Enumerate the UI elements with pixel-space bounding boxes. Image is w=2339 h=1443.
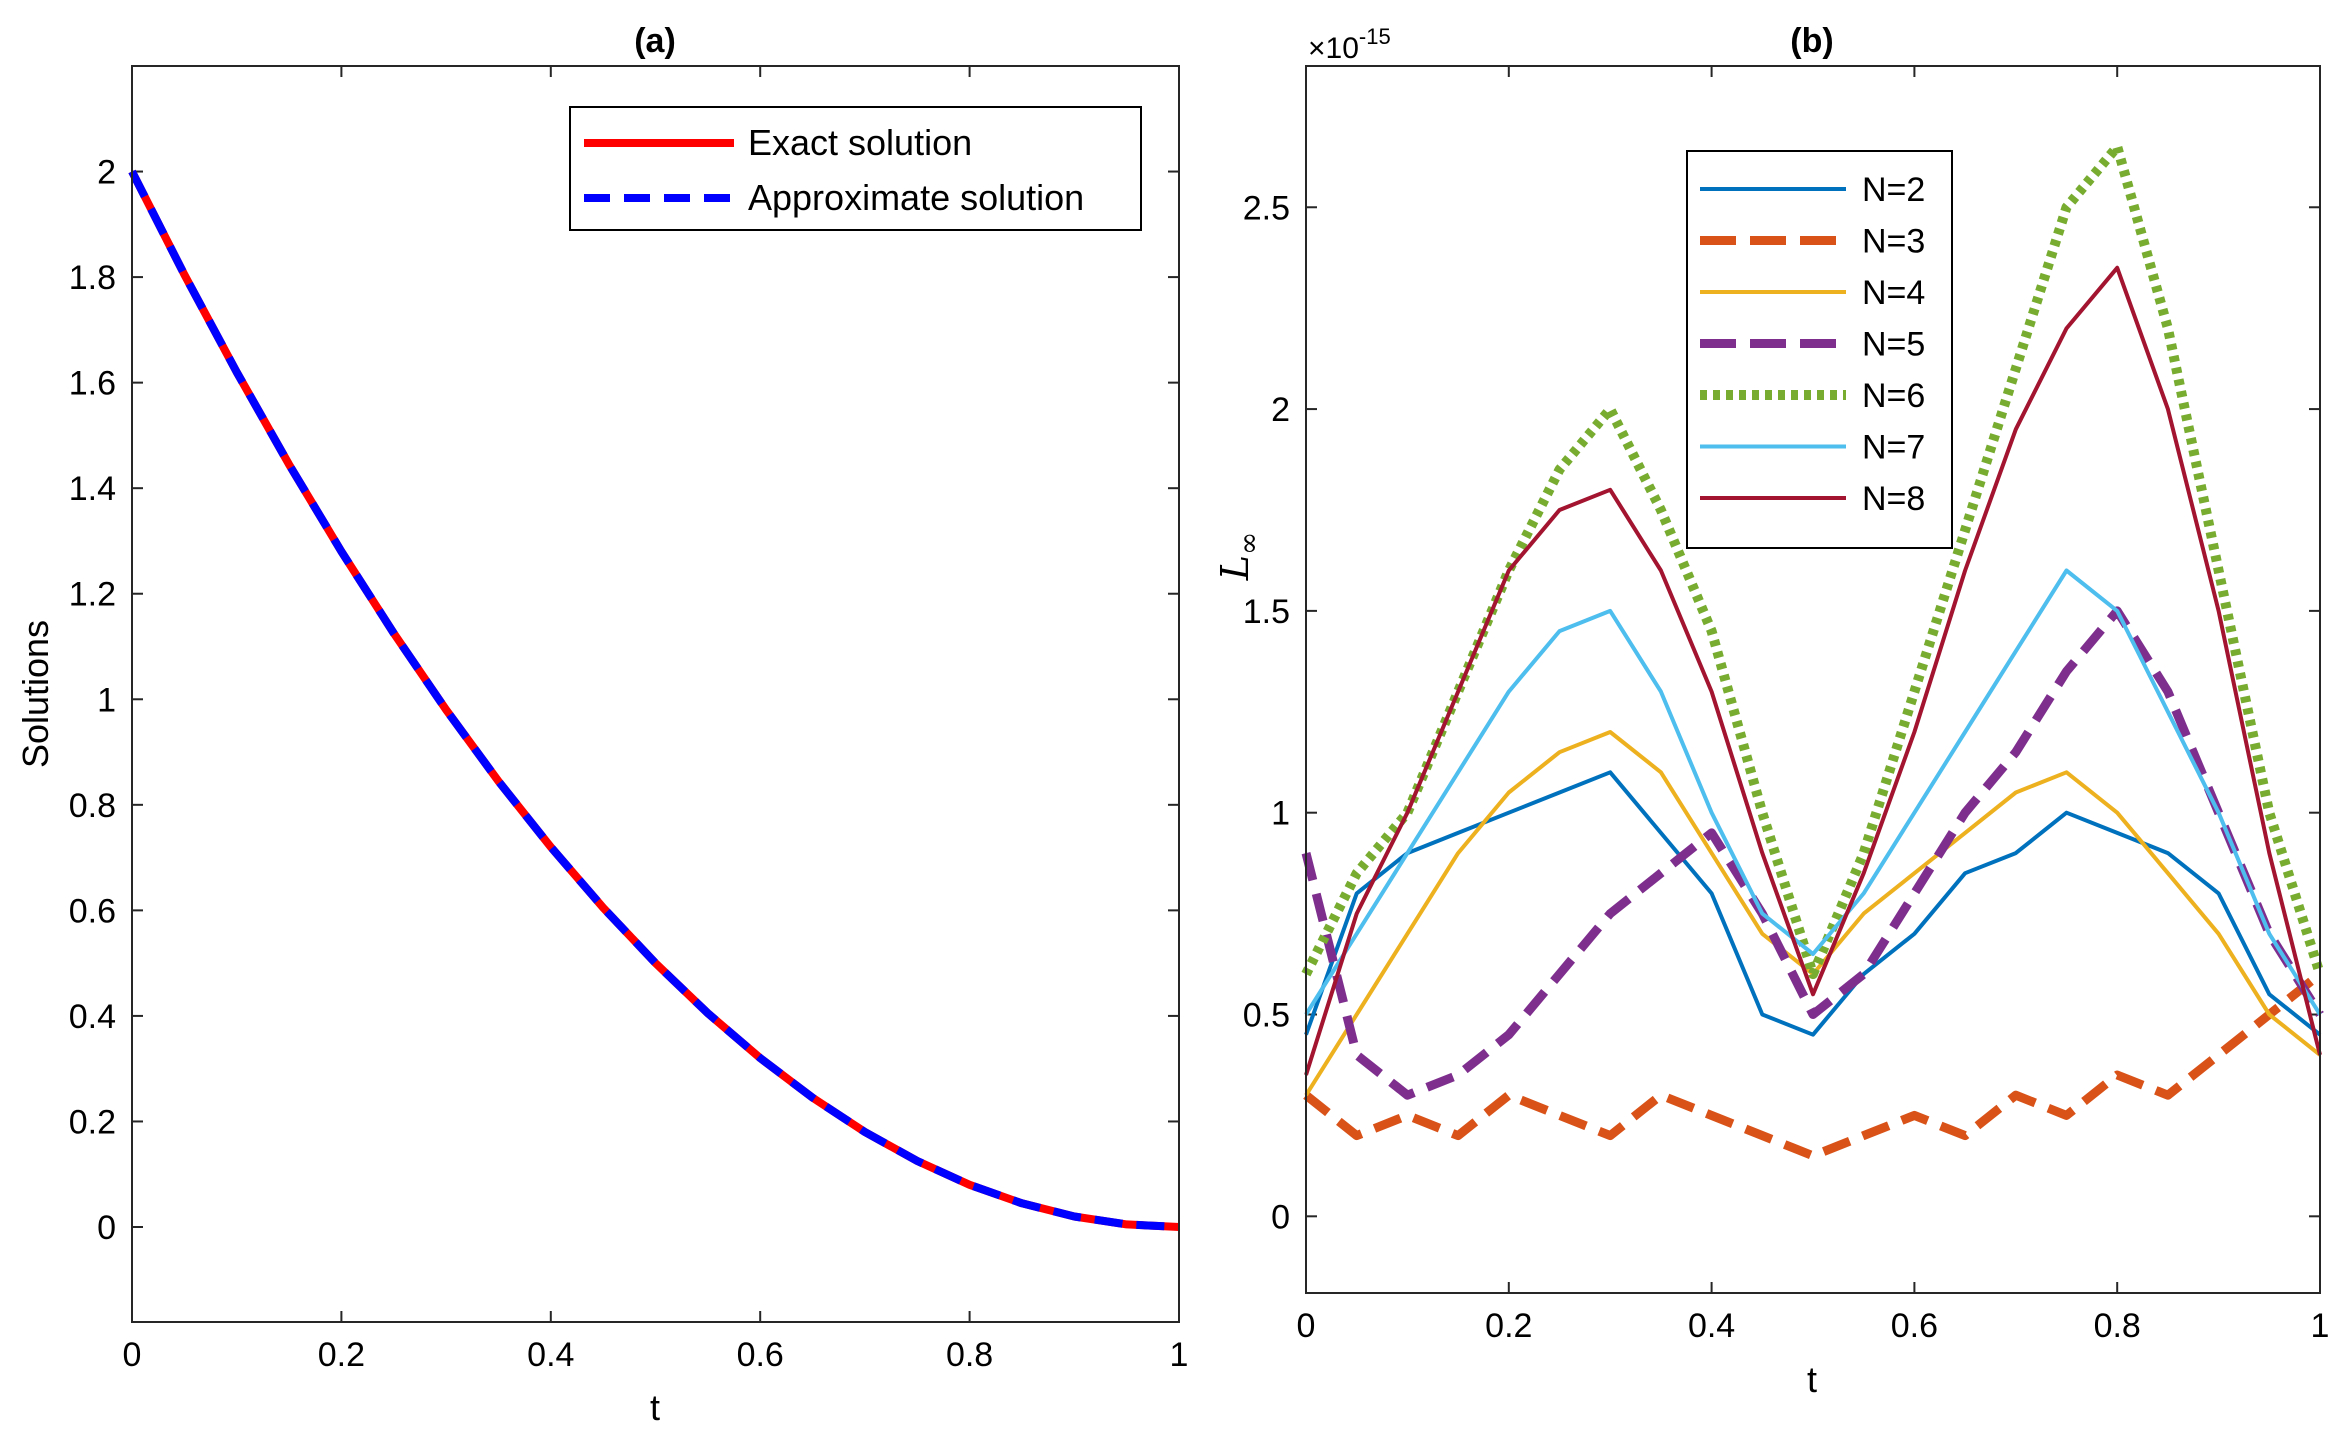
panel-b-exponent: ×10-15 bbox=[1308, 24, 1391, 65]
panel-a-xlabel: t bbox=[650, 1387, 660, 1428]
panel-b-series-n-3 bbox=[1303, 970, 2323, 1161]
panel-b-xtick-label: 0 bbox=[1297, 1307, 1316, 1345]
panel-b-xlabel: t bbox=[1807, 1359, 1817, 1400]
panel-a-ytick-label: 1 bbox=[97, 681, 116, 719]
panel-b-series-n-7 bbox=[1304, 568, 2322, 1016]
panel-b-axes-box bbox=[1305, 65, 2321, 1294]
legend-label-n6: N=6 bbox=[1862, 377, 1925, 415]
panel-a-ytick-label: 0.6 bbox=[69, 892, 116, 930]
panel-a-xtick-label: 0 bbox=[123, 1336, 142, 1374]
panel-a-title: (a) bbox=[634, 22, 676, 60]
legend-exact-label: Exact solution bbox=[748, 122, 972, 163]
panel-b-exponent-power: -15 bbox=[1359, 24, 1391, 49]
legend-label-n5: N=5 bbox=[1862, 326, 1925, 364]
panel-a-ylabel: Solutions bbox=[15, 620, 56, 768]
legend-approx-label: Approximate solution bbox=[748, 177, 1084, 218]
panel-a-series-exact-solution bbox=[128, 169, 1180, 1231]
panel-b-ticks: 0 0.2 0.4 0.6 0.8 1 0 0.5 1 1.5 2 2.5 bbox=[1243, 66, 2330, 1345]
panel-b-ytick-label: 2 bbox=[1271, 391, 1290, 429]
panel-b-exponent-base: ×10 bbox=[1308, 32, 1359, 65]
panel-b-xtick-label: 0.2 bbox=[1485, 1307, 1532, 1345]
panel-b-legend: N=2 N=3 N=4 N=5 N=6 N=7 N=8 bbox=[1686, 150, 1953, 549]
panel-a-ytick-label: 1.4 bbox=[69, 470, 116, 508]
panel-b-legend-items: N=2 N=3 N=4 N=5 N=6 N=7 N=8 bbox=[1700, 171, 1925, 518]
panel-b-xtick-label: 0.6 bbox=[1891, 1307, 1938, 1345]
panel-b-ytick-label: 2.5 bbox=[1243, 189, 1290, 227]
panel-a-axes-box bbox=[131, 65, 1180, 1323]
panel-a-ytick-label: 1.6 bbox=[69, 365, 116, 403]
panel-b-title: (b) bbox=[1790, 22, 1833, 60]
panel-b: (b) 0 0.2 0.4 0.6 0.8 100.511.522.5 t ×10-15 … bbox=[1213, 22, 2329, 1400]
panel-b-ytick-label: 0 bbox=[1271, 1198, 1290, 1236]
panel-b-ytick-label: 1 bbox=[1271, 795, 1290, 833]
panel-b-xtick-label: 0.4 bbox=[1688, 1307, 1735, 1345]
panel-b-xtick-label: 0.8 bbox=[2094, 1307, 2141, 1345]
panel-b-xtick-label: 1 bbox=[2311, 1307, 2330, 1345]
panel-b-ylabel-main: L bbox=[1213, 555, 1257, 581]
panel-a-xtick-label: 0.4 bbox=[527, 1336, 574, 1374]
panel-b-ytick-label: 0.5 bbox=[1243, 997, 1290, 1035]
panel-a-legend-box bbox=[569, 106, 1142, 231]
legend-label-n8: N=8 bbox=[1862, 480, 1925, 518]
panel-a-ytick-label: 1.8 bbox=[69, 259, 116, 297]
panel-a: (a) 0 0.2 0.4 0.6 0.8 1 0 0.2 0.4 0.6 0.8 1 1.2 1.4 1.… bbox=[15, 22, 1188, 1428]
panel-a-ytick-label: 1.2 bbox=[69, 576, 116, 614]
panel-b-series-n-5 bbox=[1301, 606, 2324, 1100]
panel-b-ylabel: L∞ bbox=[1213, 532, 1265, 582]
panel-a-xtick-label: 0.2 bbox=[318, 1336, 365, 1374]
panel-a-plot-area bbox=[132, 66, 1179, 1322]
panel-a-legend: Exact solution Approximate solution bbox=[569, 106, 1142, 231]
panel-a-ytick-label: 0.4 bbox=[69, 998, 116, 1036]
legend-label-n4: N=4 bbox=[1862, 274, 1925, 312]
panel-a-ticks: 0 0.2 0.4 0.6 0.8 1 0 0.2 0.4 0.6 0.8 1 1.2 1.4 1.6 1.8… bbox=[69, 66, 1189, 1374]
panel-a-ytick-label: 0.2 bbox=[69, 1103, 116, 1141]
legend-label-n7: N=7 bbox=[1862, 429, 1925, 467]
panel-b-ylabel-sub: ∞ bbox=[1232, 532, 1265, 555]
panel-b-series-n-8 bbox=[1304, 265, 2322, 1076]
legend-label-n2: N=2 bbox=[1862, 171, 1925, 209]
panel-a-series bbox=[128, 169, 1180, 1231]
panel-a-xtick-label: 1 bbox=[1170, 1336, 1189, 1374]
panel-a-xtick-label: 0.6 bbox=[737, 1336, 784, 1374]
legend-label-n3: N=3 bbox=[1862, 223, 1925, 261]
panel-b-ytick-label: 1.5 bbox=[1243, 593, 1290, 631]
panel-a-xtick-label: 0.8 bbox=[946, 1336, 993, 1374]
panel-a-ytick-label: 0 bbox=[97, 1209, 116, 1247]
panel-b-series-n-6 bbox=[1301, 141, 2325, 980]
panel-b-legend-box bbox=[1686, 150, 1953, 549]
panel-a-ytick-label: 2 bbox=[97, 154, 116, 192]
panel-b-series bbox=[1301, 141, 2325, 1161]
panel-b-series-n-2 bbox=[1304, 770, 2322, 1037]
panel-a-ytick-label: 0.8 bbox=[69, 787, 116, 825]
